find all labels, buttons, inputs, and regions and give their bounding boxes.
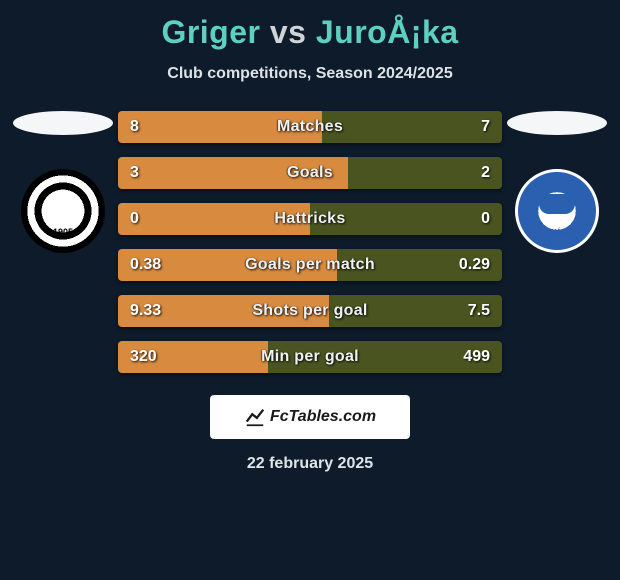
- subtitle: Club competitions, Season 2024/2025: [0, 65, 620, 83]
- stat-left-value: 9.33: [130, 302, 161, 320]
- stat-label: Min per goal: [261, 348, 359, 366]
- left-side: [8, 111, 118, 373]
- stat-label: Hattricks: [274, 210, 345, 228]
- stat-right-value: 0.29: [459, 256, 490, 274]
- stat-label: Goals: [287, 164, 333, 182]
- stat-label: Matches: [277, 118, 343, 136]
- stat-label: Shots per goal: [252, 302, 367, 320]
- comparison-title: Griger vs JuroÅ¡ka: [0, 0, 620, 51]
- site-name: FcTables.com: [270, 408, 376, 426]
- stat-bar-row: 9.33 7.5 Shots per goal: [118, 295, 502, 327]
- stat-right-value: 2: [481, 164, 490, 182]
- player2-name: JuroÅ¡ka: [316, 14, 459, 50]
- stat-label: Goals per match: [245, 256, 375, 274]
- bar-right-fill: [322, 111, 502, 143]
- right-player-ellipse: [507, 111, 607, 135]
- right-side: [502, 111, 612, 373]
- main-area: 8 7 Matches 3 2 Goals 0 0 Hattricks 0.38 0.29 Goals…: [0, 111, 620, 373]
- bar-right-fill: [348, 157, 502, 189]
- stat-right-value: 7: [481, 118, 490, 136]
- left-player-ellipse: [13, 111, 113, 135]
- stat-bar-row: 3 2 Goals: [118, 157, 502, 189]
- site-logo: FcTables.com: [210, 395, 410, 439]
- stat-right-value: 0: [481, 210, 490, 228]
- player1-name: Griger: [161, 14, 260, 50]
- stat-left-value: 8: [130, 118, 139, 136]
- stat-right-value: 499: [463, 348, 490, 366]
- stat-bars-container: 8 7 Matches 3 2 Goals 0 0 Hattricks 0.38 0.29 Goals…: [118, 111, 502, 373]
- stat-left-value: 320: [130, 348, 157, 366]
- stat-left-value: 0.38: [130, 256, 161, 274]
- left-club-crest: [21, 169, 105, 253]
- vs-label: vs: [270, 14, 307, 50]
- right-club-crest: [515, 169, 599, 253]
- stat-bar-row: 8 7 Matches: [118, 111, 502, 143]
- stat-bar-row: 320 499 Min per goal: [118, 341, 502, 373]
- footer-date: 22 february 2025: [0, 455, 620, 473]
- stat-left-value: 3: [130, 164, 139, 182]
- stat-left-value: 0: [130, 210, 139, 228]
- chart-icon: [244, 406, 266, 428]
- stat-right-value: 7.5: [468, 302, 490, 320]
- stat-bar-row: 0 0 Hattricks: [118, 203, 502, 235]
- stat-bar-row: 0.38 0.29 Goals per match: [118, 249, 502, 281]
